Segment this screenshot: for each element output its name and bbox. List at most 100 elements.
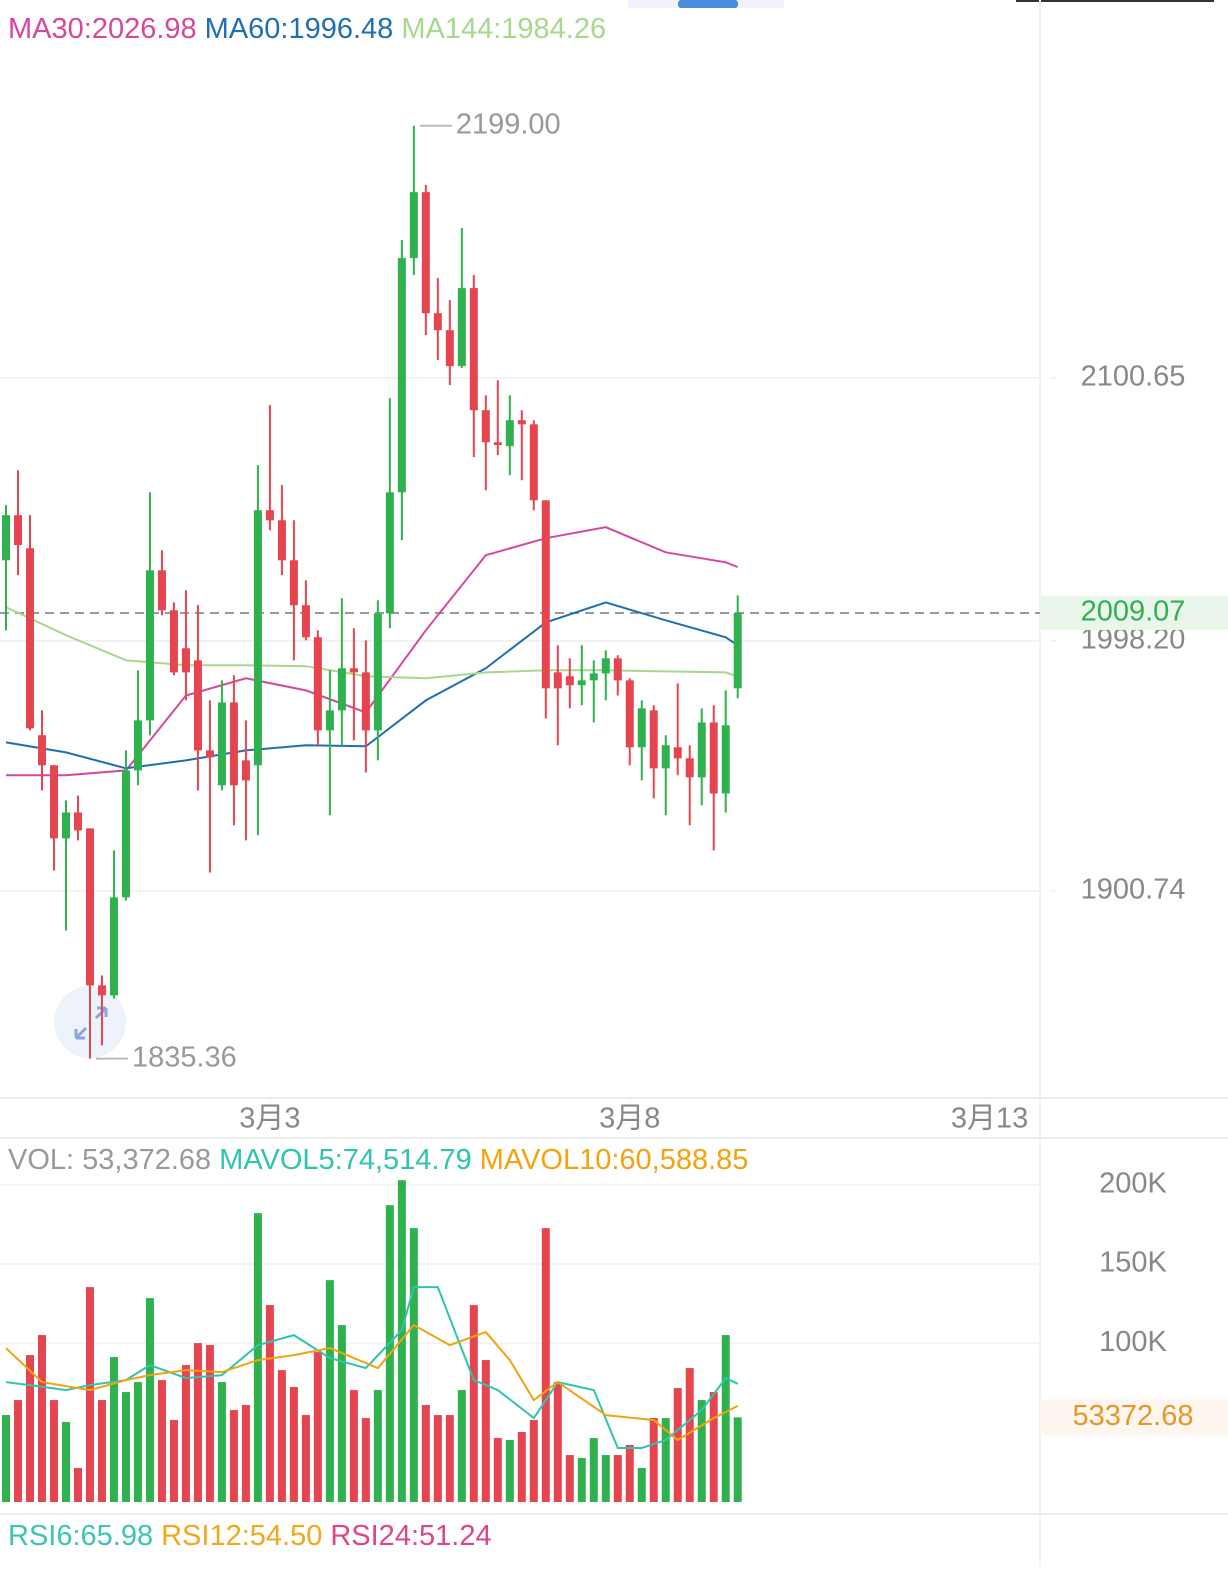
volume-bar: [277, 1370, 286, 1502]
candle-body: [241, 760, 250, 781]
candle-body: [505, 420, 514, 447]
volume-bar: [253, 1213, 262, 1502]
candle-body: [49, 765, 58, 839]
legend-entry: MA60:1996.48: [205, 13, 394, 45]
volume-bar: [157, 1380, 166, 1502]
volume-bar: [337, 1325, 346, 1502]
volume-bar: [181, 1365, 190, 1502]
volume-bar: [205, 1345, 214, 1502]
volume-bar: [61, 1422, 70, 1502]
candle-body: [193, 660, 202, 751]
volume-bar: [13, 1400, 22, 1502]
volume-bar: [661, 1418, 670, 1502]
candle-body: [37, 735, 46, 766]
candle-body: [349, 668, 358, 673]
volume-bar: [97, 1400, 106, 1502]
candle-body: [469, 288, 478, 411]
top-bar: [1016, 0, 1214, 2]
candle-body: [493, 442, 502, 446]
volume-bar: [169, 1420, 178, 1502]
candle-body: [421, 192, 430, 314]
candle-body: [301, 605, 310, 638]
candle-body: [145, 570, 154, 721]
candle-body: [361, 672, 370, 731]
last-price-tag: [1040, 595, 1228, 630]
candle-body: [13, 515, 22, 546]
candle-body: [601, 658, 610, 674]
legend-entry: MA144:1984.26: [401, 13, 606, 45]
volume-bar: [481, 1360, 490, 1502]
candle-body: [673, 747, 682, 759]
legend-entry: RSI12:54.50: [161, 1520, 322, 1552]
candle-body: [481, 410, 490, 443]
volume-bar: [601, 1455, 610, 1502]
volume-bar: [133, 1382, 142, 1502]
candle-body: [97, 985, 106, 996]
volume-bar: [709, 1392, 718, 1502]
candle-body: [277, 520, 286, 561]
volume-bar: [145, 1298, 154, 1502]
candle-body: [733, 612, 742, 689]
x-tick-label: 3月13: [951, 1103, 1028, 1135]
volume-bar: [613, 1455, 622, 1502]
volume-bar: [733, 1417, 742, 1502]
candle-body: [553, 672, 562, 689]
volume-bar: [289, 1387, 298, 1502]
volume-bar: [589, 1438, 598, 1502]
candle-body: [709, 722, 718, 794]
volume-bar: [445, 1415, 454, 1502]
candle-body: [109, 897, 118, 996]
volume-bar: [409, 1228, 418, 1502]
legend-entry: MAVOL10:60,588.85: [480, 1144, 749, 1176]
volume-bar: [697, 1400, 706, 1502]
volume-bar: [229, 1410, 238, 1502]
legend-entry: RSI6:65.98: [8, 1520, 153, 1552]
candle-body: [697, 722, 706, 778]
volume-bar: [553, 1382, 562, 1502]
top-tab-active: [678, 0, 738, 8]
volume-bar: [301, 1415, 310, 1502]
volume-bar: [541, 1228, 550, 1502]
volume-bar: [121, 1392, 130, 1502]
volume-bar: [349, 1390, 358, 1502]
candle-body: [589, 673, 598, 681]
volume-bar: [85, 1287, 94, 1502]
legend-entry: MA30:2026.98: [8, 13, 197, 45]
candle-body: [265, 510, 274, 521]
candle-body: [661, 745, 670, 769]
volume-bar: [25, 1355, 34, 1502]
volume-bar: [721, 1335, 730, 1502]
mavol-line: [5, 1323, 739, 1442]
candle-body: [541, 500, 550, 689]
legend-entry: RSI24:51.24: [330, 1520, 491, 1552]
candle-body: [517, 420, 526, 425]
volume-bar: [565, 1455, 574, 1502]
candle-body: [253, 510, 262, 766]
volume-bar: [649, 1418, 658, 1502]
y-tick-label: 200K: [1099, 1167, 1167, 1199]
volume-bar: [421, 1405, 430, 1502]
volume-bar: [397, 1180, 406, 1502]
candle-body: [205, 750, 214, 758]
candle-body: [457, 288, 466, 367]
candle-body: [565, 676, 574, 686]
mavol-line: [5, 1286, 739, 1449]
candle-body: [325, 710, 334, 731]
volume-bar: [37, 1335, 46, 1502]
ma-line: [5, 606, 739, 680]
candle-body: [721, 725, 730, 794]
y-tick-label: 1900.74: [1081, 874, 1186, 906]
candle-body: [637, 708, 646, 748]
legend-entry: VOL: 53,372.68: [8, 1144, 211, 1176]
candle-body: [445, 330, 454, 367]
volume-bar: [361, 1418, 370, 1502]
candle-body: [217, 702, 226, 786]
candle-body: [433, 313, 442, 331]
volume-bar: [469, 1305, 478, 1502]
volume-bar: [109, 1357, 118, 1502]
volume-bar: [193, 1343, 202, 1502]
x-tick-label: 3月3: [239, 1103, 300, 1135]
